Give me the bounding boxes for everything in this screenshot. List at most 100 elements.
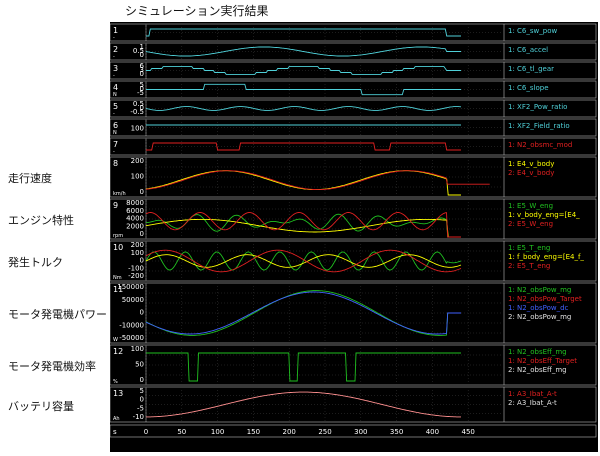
signal-trace [145,212,461,238]
time-tick-label: 400 [426,428,439,436]
time-axis: s 0 50 100 150 200 250 300 350 400 450 [110,424,597,438]
time-tick-label: 300 [354,428,367,436]
legend-entry[interactable]: 1: A3_Ibat_A-t [508,390,557,398]
legend-entry[interactable]: 2: E4_v_body [508,169,554,177]
legend-entry[interactable]: 2: N2_obsEff_mg [508,366,567,374]
time-tick-label: 150 [247,428,260,436]
legend-entry[interactable]: 2: A3_Ibat_A-t [508,399,557,407]
panel-11[interactable]: 11 W 150000 50000 0 -10000 -50000 1: N2_obsPow_… [110,282,597,344]
panel-index: 9 [113,201,118,210]
panel-index: 12 [113,347,123,356]
tick-label: 0.5 [133,47,144,55]
panel-6[interactable]: 6N 100 1: XF2_Field_ratio [110,118,597,137]
tick-label: 0 [140,309,144,317]
time-tick-label: 250 [318,428,331,436]
legend-entry[interactable]: 1: C6_sw_pow [508,27,557,35]
tick-label: 0 [140,70,144,78]
legend-entry[interactable]: 1: N2_obsPow_dc [508,304,569,312]
panel-unit: - [113,73,115,79]
tick-label: -100 [128,264,144,272]
tick-label: -10000 [119,321,144,329]
tick-label: 0 [140,188,144,196]
panel-5[interactable]: 5-0.50-0.51: XF2_Pow_ratio [110,99,597,118]
legend-entry[interactable]: 1: C6_accel [508,46,548,54]
row-label-9: エンジン特性 [8,214,74,227]
panel-unit: N [113,130,117,136]
panel-2[interactable]: 2- 10.50 1: C6_accel [110,42,597,61]
tick-label: 0.5 [133,100,144,108]
panel-frame [110,386,597,423]
signal-trace [145,170,461,196]
signal-trace [145,249,462,273]
legend-entry[interactable]: 1: XF2_Field_ratio [508,122,570,130]
panel-index: 8 [113,159,118,168]
signal-trace [146,142,461,151]
tick-label: 1 [140,43,144,51]
signal-trace [146,28,461,37]
panel-unit: Ah [113,416,120,422]
panel-unit: W [113,337,118,343]
panel-index: 1 [113,26,118,35]
legend-entry[interactable]: 2: E5_W_eng [508,220,553,228]
tick-label: 50 [135,361,144,369]
panel-frame [110,42,597,61]
time-tick-label: 100 [211,428,224,436]
tick-label: 0 [140,257,144,265]
legend-entry[interactable]: 1: E4_v_body [508,160,554,168]
legend-entry[interactable]: 1: N2_obsmc_mod [508,141,572,149]
legend-entry[interactable]: 1: N2_obsEff_mg [508,348,567,356]
tick-label: 6000 [126,207,144,215]
panel-12[interactable]: 12% 100 50 0 1: N2_obsEff_mg1: N2_obsEff_Tar… [110,344,597,386]
time-tick-label: 0 [144,428,148,436]
tick-label: 150000 [117,283,144,291]
signal-trace [146,213,461,238]
panel-1[interactable]: 1- 1: C6_sw_pow [110,23,597,42]
legend-entry[interactable]: 1: f_body_eng=[E4_f_ [508,253,584,261]
tick-label: 0 [140,85,144,93]
legend-entry[interactable]: 2: N2_obsPow_mg [508,313,571,321]
panel-index: 4 [113,83,118,92]
panel-frame [110,118,597,137]
time-tick-label: 450 [462,428,475,436]
legend-entry[interactable]: 1: E5_T_eng [508,244,550,252]
panel-unit: N [113,92,117,98]
signal-trace [145,251,462,271]
tick-label: 100 [131,125,144,133]
legend-entry[interactable]: 1: N2_obsPow_mg [508,286,571,294]
legend-entry[interactable]: 2: E5_T_eng [508,262,550,270]
legend-entry[interactable]: 1: C6_tl_gear [508,65,554,73]
panel-unit: rpm [113,233,123,239]
tick-label: 2000 [126,222,144,230]
signal-trace [145,106,462,111]
panel-index: 10 [113,243,123,252]
legend-entry[interactable]: 1: v_body_eng=[E4_ [508,211,580,219]
legend-entry[interactable]: 1: N2_obsEff_Target [508,357,577,365]
legend-entry[interactable]: 1: N2_obsPow_Target [508,295,582,303]
signal-trace [145,291,461,335]
tick-label: 100 [131,345,144,353]
time-tick-label: 350 [390,428,403,436]
oscilloscope-view[interactable]: 1-1: C6_sw_pow 2-1 0.5 0 1: C6_accel 3-6 3 0 1: … [110,22,598,452]
tick-label: 3 [140,66,144,74]
time-tick-label: 200 [283,428,296,436]
panel-frame [110,198,597,240]
signal-trace [145,254,462,268]
tick-label: -10 [133,413,144,421]
panel-index: 11 [113,285,123,294]
panel-7[interactable]: 7- 1: N2_obsmc_mod [110,137,597,156]
signal-trace [146,83,461,96]
panel-frame [110,282,597,344]
panel-unit: - [113,149,115,155]
panel-4[interactable]: 4N 50-5 1: C6_slope [110,80,597,99]
legend-entry[interactable]: 1: XF2_Pow_ratio [508,103,567,111]
panel-13[interactable]: 13 Ah 50-5-10 1: A3_Ibat_A-t2: A3_Ibat_A-t [110,386,597,423]
panel-frame [110,80,597,99]
legend-entry[interactable]: 1: E5_W_eng [508,202,553,210]
legend-entry[interactable]: 1: C6_slope [508,84,549,92]
row-label-8: 走行速度 [8,172,52,185]
